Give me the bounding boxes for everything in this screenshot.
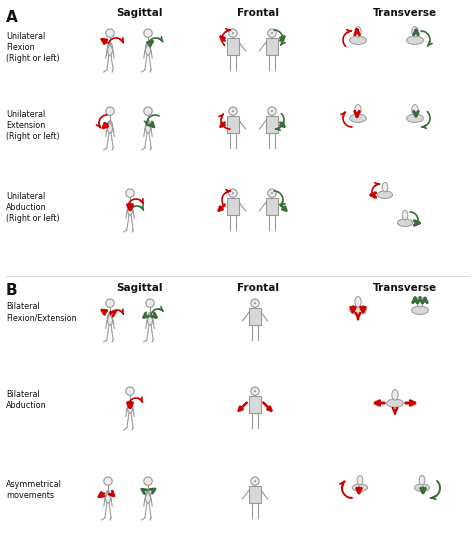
Ellipse shape [407,114,423,123]
Circle shape [268,29,276,37]
Circle shape [251,299,259,307]
Ellipse shape [146,120,151,133]
Circle shape [229,107,237,116]
Text: Transverse: Transverse [373,8,437,18]
Ellipse shape [108,312,113,325]
FancyBboxPatch shape [249,397,261,413]
Ellipse shape [377,191,392,199]
Circle shape [254,390,256,392]
Text: Asymmetrical
movements: Asymmetrical movements [6,480,62,500]
Circle shape [144,477,152,485]
Ellipse shape [146,491,151,503]
Ellipse shape [412,104,418,115]
Ellipse shape [397,219,412,227]
Text: Bilateral
Flexion/Extension: Bilateral Flexion/Extension [6,302,77,322]
Text: A: A [6,10,18,25]
FancyBboxPatch shape [266,39,278,55]
Text: B: B [6,283,18,298]
Circle shape [126,387,134,395]
Circle shape [232,111,234,112]
Ellipse shape [128,202,133,215]
Ellipse shape [350,36,366,45]
Ellipse shape [350,114,366,123]
Ellipse shape [417,296,423,307]
Ellipse shape [350,306,366,315]
Circle shape [254,302,256,304]
Circle shape [106,29,114,37]
FancyBboxPatch shape [227,117,239,133]
Ellipse shape [387,399,403,408]
Ellipse shape [407,36,423,45]
Ellipse shape [411,306,428,315]
Ellipse shape [357,475,363,485]
Ellipse shape [392,389,398,400]
Ellipse shape [146,42,151,55]
Text: Frontal: Frontal [237,283,279,293]
Circle shape [254,480,256,482]
Circle shape [106,107,114,116]
Ellipse shape [105,491,110,503]
Ellipse shape [355,26,361,37]
Circle shape [232,192,234,194]
Circle shape [271,192,273,194]
Ellipse shape [353,484,367,492]
Circle shape [106,299,114,307]
Circle shape [271,32,273,34]
Text: Unilateral
Abduction
(Right or left): Unilateral Abduction (Right or left) [6,192,60,223]
FancyBboxPatch shape [266,117,278,133]
FancyBboxPatch shape [266,199,278,215]
Ellipse shape [128,400,133,413]
Circle shape [144,29,152,37]
Text: Unilateral
Flexion
(Right or left): Unilateral Flexion (Right or left) [6,32,60,63]
Ellipse shape [414,484,429,492]
Ellipse shape [382,183,388,192]
FancyBboxPatch shape [227,199,239,215]
Circle shape [146,299,154,307]
Text: Frontal: Frontal [237,8,279,18]
Ellipse shape [108,120,113,133]
Text: Sagittal: Sagittal [117,8,163,18]
Text: Bilateral
Abduction: Bilateral Abduction [6,390,46,410]
Circle shape [144,107,152,116]
Ellipse shape [412,26,418,37]
Circle shape [268,189,276,197]
FancyBboxPatch shape [249,486,261,503]
Text: Unilateral
Extension
(Right or left): Unilateral Extension (Right or left) [6,110,60,141]
Circle shape [229,29,237,37]
Circle shape [232,32,234,34]
Circle shape [126,189,134,197]
Circle shape [251,477,259,485]
Text: Sagittal: Sagittal [117,283,163,293]
Ellipse shape [355,296,361,307]
Ellipse shape [419,475,425,485]
FancyBboxPatch shape [249,309,261,325]
Circle shape [268,107,276,116]
Ellipse shape [402,211,408,220]
Ellipse shape [147,312,153,325]
Ellipse shape [355,104,361,115]
FancyBboxPatch shape [227,39,239,55]
Text: Transverse: Transverse [373,283,437,293]
Circle shape [229,189,237,197]
Ellipse shape [108,42,113,55]
Circle shape [271,111,273,112]
Circle shape [251,387,259,395]
Circle shape [104,477,112,485]
